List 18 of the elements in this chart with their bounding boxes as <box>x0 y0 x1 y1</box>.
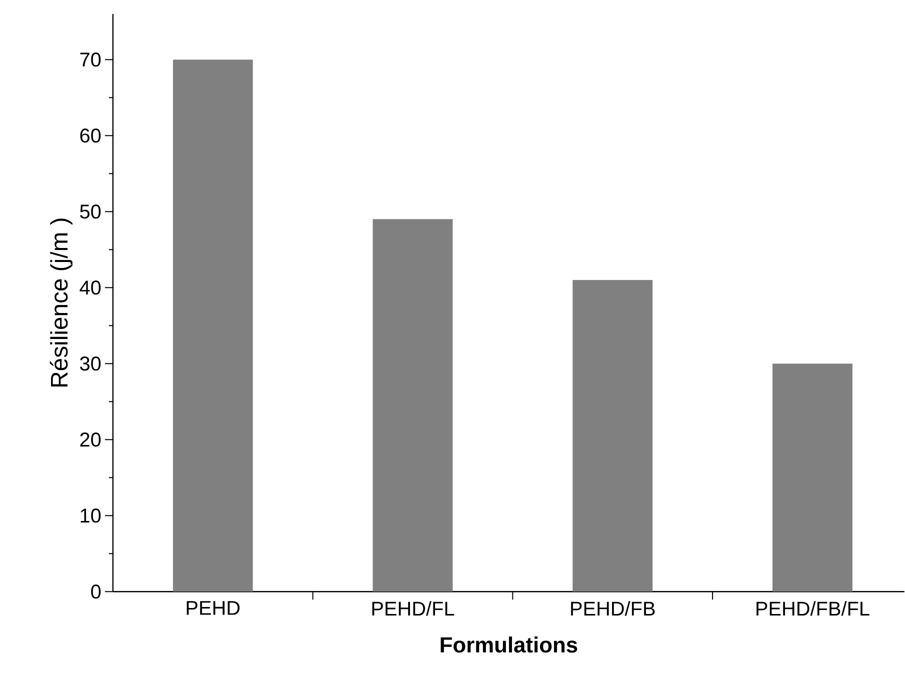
bar <box>772 364 852 592</box>
y-axis-title: Résilience (j/m ) <box>50 218 72 387</box>
bar <box>572 280 653 592</box>
bar <box>172 60 253 592</box>
x-tick-label: PEHD/FL <box>372 601 454 616</box>
y-tick-label: 50 <box>80 204 101 219</box>
y-tick-label: 60 <box>80 128 101 143</box>
y-tick-label: 40 <box>80 280 101 295</box>
y-tick-label: 70 <box>80 52 101 67</box>
y-tick-label: 0 <box>91 584 101 599</box>
y-tick-label: 20 <box>80 432 101 447</box>
x-tick-label: PEHD/FB/FL <box>756 601 870 616</box>
x-axis-title: Formulations <box>440 636 578 653</box>
bar <box>372 219 453 592</box>
x-tick-label: PEHD <box>186 601 240 616</box>
x-tick-label: PEHD/FB <box>571 601 655 616</box>
y-tick-label: 30 <box>80 356 101 371</box>
y-tick-label: 10 <box>80 508 101 523</box>
